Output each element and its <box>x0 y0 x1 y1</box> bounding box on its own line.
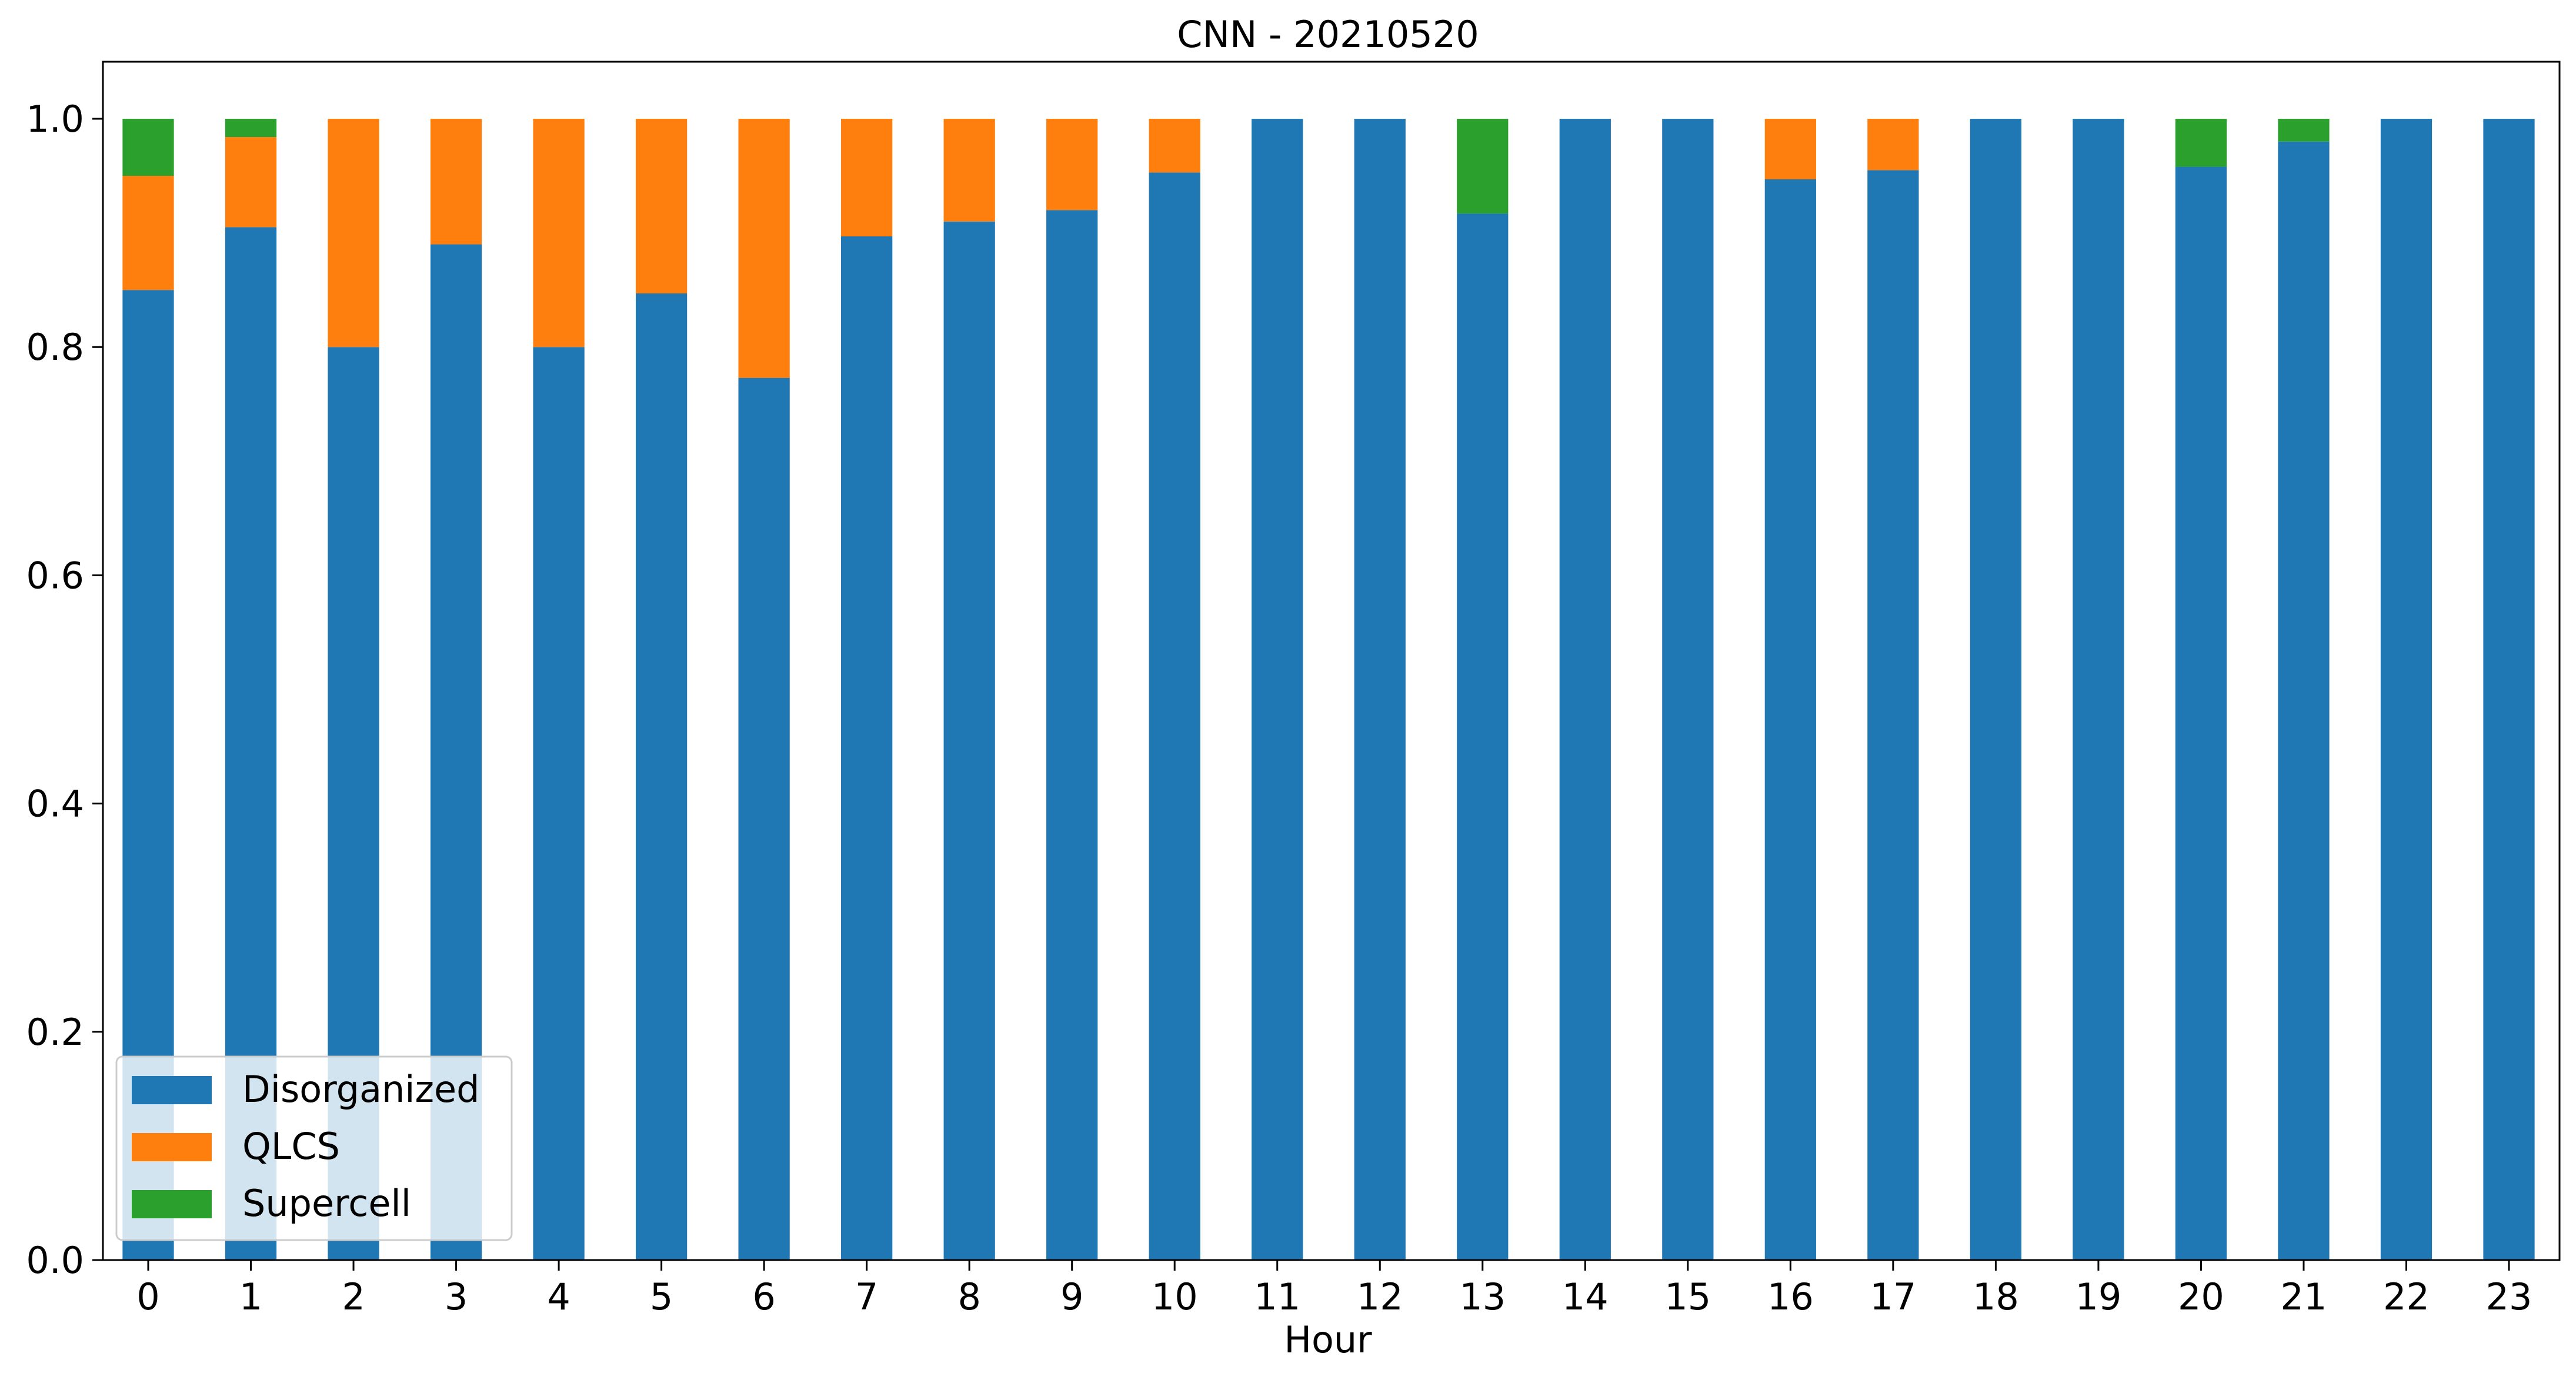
bar-supercell-hour-13 <box>1457 119 1509 214</box>
x-tick-label: 12 <box>1357 1275 1403 1318</box>
legend-swatch-supercell <box>132 1190 212 1218</box>
bar-qlcs-hour-10 <box>1149 119 1200 173</box>
x-tick-label: 21 <box>2281 1275 2327 1318</box>
bar-disorganized-hour-21 <box>2278 141 2330 1260</box>
bar-disorganized-hour-20 <box>2175 166 2227 1260</box>
bar-supercell-hour-0 <box>122 119 174 176</box>
y-tick-label: 1.0 <box>26 98 84 141</box>
x-tick-label: 17 <box>1870 1275 1916 1318</box>
x-tick-label: 6 <box>752 1275 775 1318</box>
bar-disorganized-hour-17 <box>1867 170 1919 1260</box>
x-tick-label: 13 <box>1459 1275 1506 1318</box>
x-tick-label: 16 <box>1767 1275 1814 1318</box>
bar-disorganized-hour-10 <box>1149 172 1200 1260</box>
bar-qlcs-hour-7 <box>841 119 893 236</box>
x-tick-label: 2 <box>342 1275 365 1318</box>
x-tick-label: 10 <box>1152 1275 1198 1318</box>
bar-supercell-hour-1 <box>225 119 277 138</box>
x-tick-label: 9 <box>1060 1275 1083 1318</box>
bar-qlcs-hour-5 <box>635 119 688 294</box>
bar-qlcs-hour-0 <box>122 176 174 290</box>
x-tick-label: 20 <box>2178 1275 2224 1318</box>
x-axis-label: Hour <box>1284 1318 1372 1361</box>
bar-disorganized-hour-12 <box>1354 119 1406 1260</box>
bar-qlcs-hour-2 <box>328 119 379 347</box>
legend-swatch-disorganized <box>132 1076 212 1104</box>
y-tick-label: 0.2 <box>26 1011 84 1054</box>
y-tick-label: 0.0 <box>26 1239 84 1282</box>
bar-supercell-hour-20 <box>2175 119 2227 167</box>
x-tick-label: 14 <box>1562 1275 1609 1318</box>
x-tick-label: 15 <box>1664 1275 1711 1318</box>
bar-disorganized-hour-5 <box>635 293 688 1260</box>
bar-disorganized-hour-4 <box>533 347 585 1260</box>
x-tick-label: 11 <box>1254 1275 1300 1318</box>
bar-qlcs-hour-8 <box>943 119 995 222</box>
x-tick-label: 4 <box>547 1275 570 1318</box>
bar-disorganized-hour-22 <box>2380 119 2432 1260</box>
bar-disorganized-hour-9 <box>1046 210 1098 1260</box>
plot-frame <box>102 61 2561 1261</box>
bar-disorganized-hour-6 <box>738 377 790 1260</box>
bar-qlcs-hour-9 <box>1046 119 1098 210</box>
legend: Disorganized QLCS Supercell <box>115 1055 513 1241</box>
x-tick-label: 22 <box>2383 1275 2430 1318</box>
x-tick-label: 23 <box>2486 1275 2532 1318</box>
bar-disorganized-hour-19 <box>2073 119 2124 1260</box>
bar-qlcs-hour-17 <box>1867 119 1919 171</box>
bar-disorganized-hour-16 <box>1764 179 1816 1260</box>
chart-title: CNN - 20210520 <box>1177 13 1479 56</box>
legend-box <box>115 1055 513 1241</box>
bar-disorganized-hour-8 <box>943 221 995 1261</box>
x-tick-label: 18 <box>1973 1275 2019 1318</box>
bar-qlcs-hour-1 <box>225 137 277 228</box>
legend-swatch-qlcs <box>132 1133 212 1161</box>
bar-qlcs-hour-4 <box>533 119 585 347</box>
x-tick-label: 19 <box>2075 1275 2121 1318</box>
bar-disorganized-hour-11 <box>1252 119 1303 1260</box>
x-tick-label: 5 <box>650 1275 673 1318</box>
x-tick-label: 3 <box>445 1275 468 1318</box>
legend-label-supercell: Supercell <box>242 1182 411 1225</box>
legend-label-qlcs: QLCS <box>242 1125 340 1168</box>
legend-label-disorganized: Disorganized <box>242 1068 480 1111</box>
bar-supercell-hour-21 <box>2278 119 2330 142</box>
bar-disorganized-hour-18 <box>1970 119 2022 1260</box>
bar-disorganized-hour-13 <box>1457 213 1509 1260</box>
y-tick-label: 0.8 <box>26 326 84 369</box>
bar-disorganized-hour-15 <box>1662 119 1714 1260</box>
y-tick-label: 0.6 <box>26 554 84 597</box>
bar-disorganized-hour-14 <box>1559 119 1611 1260</box>
bar-qlcs-hour-3 <box>430 119 482 245</box>
bar-qlcs-hour-16 <box>1764 119 1816 179</box>
x-tick-label: 0 <box>136 1275 159 1318</box>
x-tick-label: 1 <box>239 1275 262 1318</box>
bar-qlcs-hour-6 <box>738 119 790 378</box>
x-tick-label: 7 <box>855 1275 878 1318</box>
y-tick-label: 0.4 <box>26 783 84 826</box>
bar-disorganized-hour-7 <box>841 236 893 1261</box>
axes-group: 0 1 2 3 4 5 6 7 8 9 10 11 12 13 14 15 16 17 18 19 20 21 22 230.… <box>26 61 2561 1318</box>
bar-disorganized-hour-23 <box>2483 119 2535 1260</box>
x-tick-label: 8 <box>957 1275 980 1318</box>
